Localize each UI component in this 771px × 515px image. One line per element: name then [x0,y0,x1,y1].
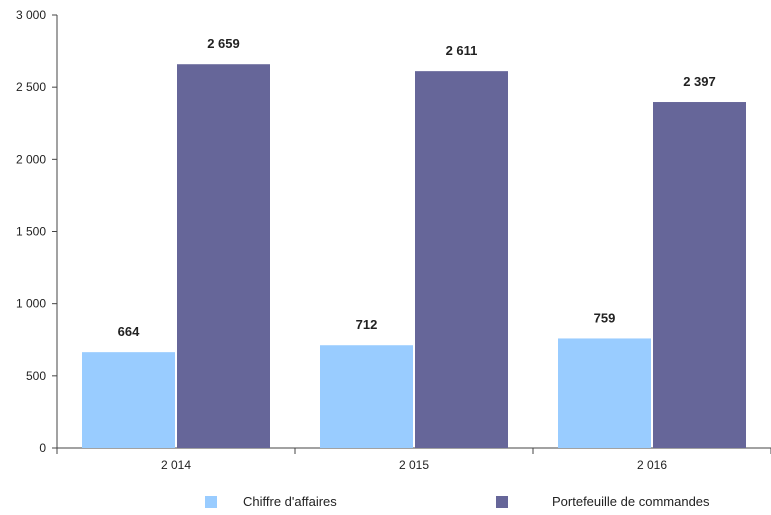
legend-swatch [496,496,508,508]
data-label: 664 [118,324,140,339]
legend-label: Chiffre d'affaires [243,494,337,509]
bar [82,352,175,448]
y-tick-label: 2 000 [16,152,46,166]
bar [653,102,746,448]
y-tick-label: 0 [39,441,46,455]
legend-swatch [205,496,217,508]
legend: Chiffre d'affaires Portefeuille de comman… [205,494,710,509]
bar [177,64,270,448]
data-label: 2 611 [446,43,478,58]
bar [415,71,508,448]
data-label: 2 397 [683,74,716,89]
y-tick-label: 2 500 [16,80,46,94]
data-label: 2 659 [207,36,240,51]
x-tick-label: 2 016 [637,458,667,472]
data-label: 712 [356,317,378,332]
y-tick-label: 3 000 [16,8,46,22]
y-tick-label: 1 500 [16,225,46,239]
x-axis: 2 014 2 015 2 016 [57,448,771,472]
data-label: 759 [594,310,616,325]
x-tick-label: 2 014 [161,458,191,472]
y-axis: 0 500 1 000 1 500 2 000 2 500 3 000 [16,8,57,455]
legend-label: Portefeuille de commandes [552,494,710,509]
bar [558,338,651,448]
y-tick-label: 500 [26,369,46,383]
bars [82,64,746,448]
bar [320,345,413,448]
x-tick-label: 2 015 [399,458,429,472]
y-tick-label: 1 000 [16,297,46,311]
